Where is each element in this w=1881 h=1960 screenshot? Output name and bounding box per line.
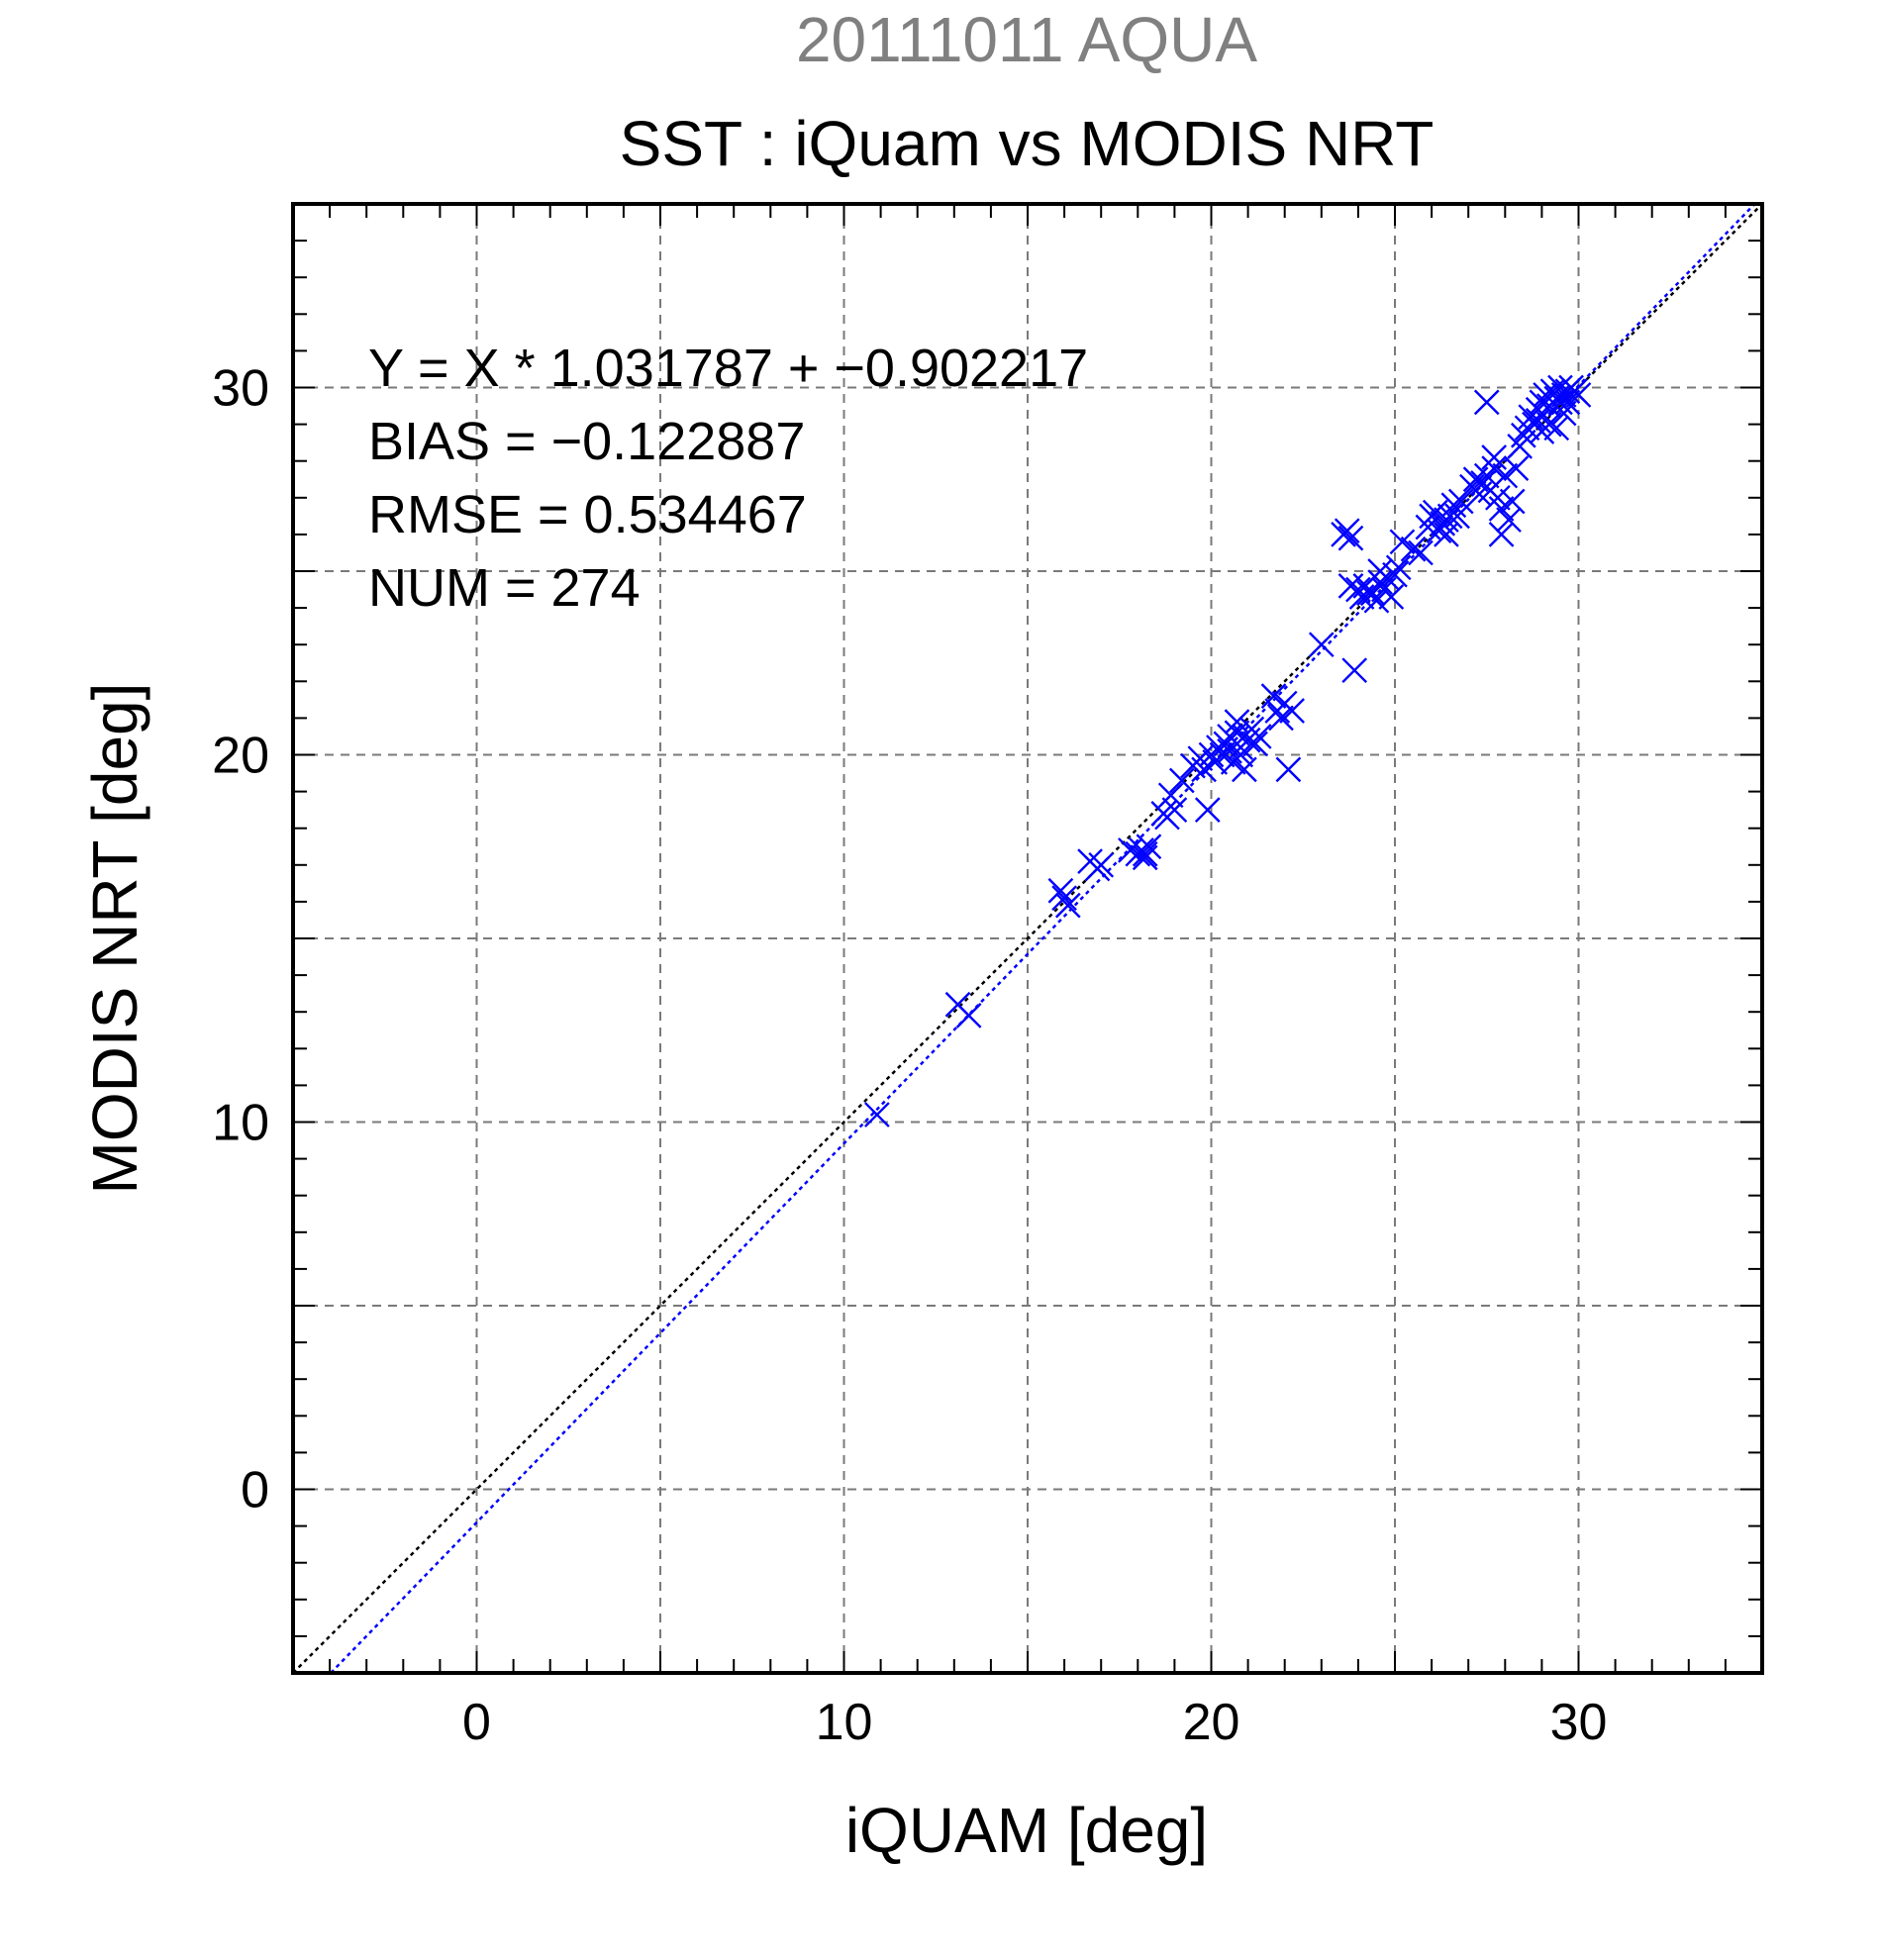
chart-title: SST : iQuam vs MODIS NRT	[620, 108, 1435, 179]
data-point	[1275, 756, 1302, 783]
y-tick-labels: 0 10 20 30	[212, 360, 269, 1519]
data-point	[1232, 756, 1257, 783]
data-point	[1385, 554, 1412, 581]
plot-frame	[291, 202, 1764, 1675]
y-tick-label: 30	[212, 360, 269, 418]
data-point	[1279, 698, 1305, 724]
data-point	[955, 1003, 982, 1029]
data-point	[1565, 382, 1592, 408]
x-tick-label: 10	[816, 1694, 873, 1751]
data-point	[1382, 561, 1408, 588]
x-tick-labels: 0 10 20 30	[462, 1694, 1607, 1751]
data-point	[1161, 797, 1188, 823]
x-axis-label: iQUAM [deg]	[845, 1795, 1208, 1866]
data-point	[1408, 539, 1434, 566]
y-tick-label: 0	[241, 1462, 269, 1519]
stat-line: NUM = 274	[368, 558, 641, 618]
data-point	[1488, 522, 1515, 547]
data-point	[1525, 408, 1551, 434]
data-point	[1242, 731, 1268, 757]
data-point	[1492, 462, 1519, 489]
data-point	[1228, 741, 1254, 768]
x-tick-label: 0	[462, 1694, 491, 1751]
data-point	[1224, 720, 1250, 746]
data-point	[1088, 851, 1115, 878]
data-point	[1389, 529, 1416, 555]
data-points	[864, 374, 1592, 1127]
stat-line: Y = X * 1.031787 + −0.902217	[368, 339, 1088, 398]
chart-supertitle: 20111011 AQUA	[796, 4, 1257, 75]
data-point	[1426, 518, 1452, 544]
data-point	[864, 1102, 890, 1127]
data-point	[1224, 709, 1250, 735]
data-point	[1194, 797, 1221, 823]
data-point	[1191, 756, 1217, 783]
data-point	[1488, 496, 1515, 522]
data-point	[1054, 892, 1081, 919]
data-point	[1434, 522, 1459, 547]
data-point	[1268, 705, 1294, 732]
data-point	[1554, 389, 1581, 416]
data-point	[1481, 455, 1508, 481]
data-point	[1260, 683, 1287, 709]
tick-marks	[293, 204, 1762, 1673]
data-point	[1503, 455, 1530, 481]
y-tick-label: 20	[212, 728, 269, 785]
data-point	[1334, 518, 1360, 544]
data-point	[1308, 632, 1335, 658]
y-tick-label: 10	[212, 1095, 269, 1152]
data-point	[1051, 885, 1077, 912]
grid-lines	[293, 204, 1762, 1673]
statistics-text: Y = X * 1.031787 + −0.902217 BIAS = −0.12…	[368, 339, 1088, 618]
data-point	[1367, 558, 1394, 584]
stat-line: RMSE = 0.534467	[368, 485, 807, 544]
data-point	[1400, 536, 1427, 562]
data-point	[1157, 782, 1184, 809]
data-point	[1444, 503, 1470, 530]
data-point	[1132, 844, 1158, 871]
data-point	[1337, 525, 1364, 551]
y-axis-label: MODIS NRT [deg]	[79, 683, 150, 1195]
data-point	[1447, 488, 1474, 515]
stat-line: BIAS = −0.122887	[368, 412, 805, 471]
data-point	[1473, 389, 1500, 416]
x-tick-label: 20	[1183, 1694, 1240, 1751]
data-point	[1129, 837, 1154, 863]
data-point	[1047, 877, 1074, 904]
x-tick-label: 30	[1550, 1694, 1608, 1751]
data-point	[1168, 767, 1195, 794]
identity-line	[292, 203, 1763, 1674]
data-point	[1547, 389, 1573, 416]
data-point	[1367, 569, 1394, 595]
data-point	[1499, 488, 1526, 515]
data-point	[1341, 657, 1368, 684]
data-point	[1481, 444, 1508, 470]
data-point	[1543, 415, 1570, 441]
data-point	[1378, 584, 1405, 610]
